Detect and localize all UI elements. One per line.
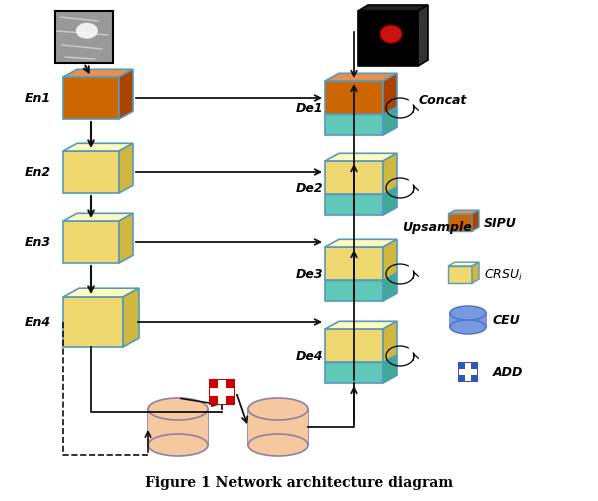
Polygon shape <box>63 289 139 298</box>
FancyBboxPatch shape <box>459 369 477 375</box>
Polygon shape <box>325 108 397 115</box>
Text: Concat: Concat <box>419 94 468 107</box>
Polygon shape <box>325 247 383 281</box>
Ellipse shape <box>148 434 208 456</box>
Polygon shape <box>123 289 139 347</box>
FancyBboxPatch shape <box>458 362 478 382</box>
Polygon shape <box>325 187 397 195</box>
Text: En1: En1 <box>25 92 51 105</box>
Ellipse shape <box>76 24 98 40</box>
Polygon shape <box>63 221 119 264</box>
Polygon shape <box>383 187 397 215</box>
Ellipse shape <box>248 434 308 456</box>
Text: $CRSU_i$: $CRSU_i$ <box>484 268 523 283</box>
Text: En3: En3 <box>25 236 51 249</box>
Polygon shape <box>448 211 479 214</box>
Polygon shape <box>448 263 479 267</box>
Polygon shape <box>472 211 479 231</box>
FancyBboxPatch shape <box>450 313 486 327</box>
Polygon shape <box>119 70 133 120</box>
Polygon shape <box>325 115 383 136</box>
Polygon shape <box>325 329 383 363</box>
Polygon shape <box>63 78 119 120</box>
FancyBboxPatch shape <box>248 409 308 445</box>
Text: De3: De3 <box>296 268 324 281</box>
Polygon shape <box>383 154 397 195</box>
Polygon shape <box>383 108 397 136</box>
Polygon shape <box>325 240 397 247</box>
Polygon shape <box>448 214 472 231</box>
Text: SIPU: SIPU <box>484 216 517 229</box>
Polygon shape <box>383 322 397 363</box>
Text: En4: En4 <box>25 316 51 329</box>
Polygon shape <box>448 267 472 284</box>
Polygon shape <box>358 12 418 67</box>
Text: Upsample: Upsample <box>402 220 472 233</box>
Polygon shape <box>383 240 397 281</box>
Text: De2: De2 <box>296 182 324 195</box>
Polygon shape <box>325 82 383 115</box>
FancyBboxPatch shape <box>465 363 471 381</box>
Text: En2: En2 <box>25 166 51 179</box>
Polygon shape <box>63 70 133 78</box>
Ellipse shape <box>380 26 402 44</box>
Bar <box>55 12 113 64</box>
Text: ADD: ADD <box>493 366 523 379</box>
Polygon shape <box>383 355 397 383</box>
Polygon shape <box>63 152 119 193</box>
Polygon shape <box>325 322 397 329</box>
Polygon shape <box>325 363 383 383</box>
Ellipse shape <box>248 398 308 420</box>
FancyBboxPatch shape <box>218 380 226 404</box>
FancyBboxPatch shape <box>148 409 208 445</box>
Polygon shape <box>119 144 133 193</box>
Polygon shape <box>325 154 397 162</box>
Polygon shape <box>325 355 397 363</box>
Ellipse shape <box>450 307 486 320</box>
Polygon shape <box>383 273 397 302</box>
Text: CEU: CEU <box>493 314 521 327</box>
Ellipse shape <box>450 320 486 334</box>
Polygon shape <box>63 144 133 152</box>
Polygon shape <box>325 74 397 82</box>
Polygon shape <box>472 263 479 284</box>
Polygon shape <box>63 214 133 221</box>
Ellipse shape <box>148 398 208 420</box>
Polygon shape <box>325 273 397 281</box>
Polygon shape <box>119 214 133 264</box>
Text: Figure 1 Network architecture diagram: Figure 1 Network architecture diagram <box>145 475 453 489</box>
Polygon shape <box>358 6 428 12</box>
Polygon shape <box>383 74 397 115</box>
FancyBboxPatch shape <box>210 388 234 396</box>
Polygon shape <box>418 6 428 67</box>
Polygon shape <box>63 298 123 347</box>
Text: De4: De4 <box>296 350 324 363</box>
Text: De1: De1 <box>296 102 324 115</box>
Polygon shape <box>325 281 383 302</box>
Polygon shape <box>325 162 383 195</box>
FancyBboxPatch shape <box>209 379 235 405</box>
Polygon shape <box>325 195 383 215</box>
